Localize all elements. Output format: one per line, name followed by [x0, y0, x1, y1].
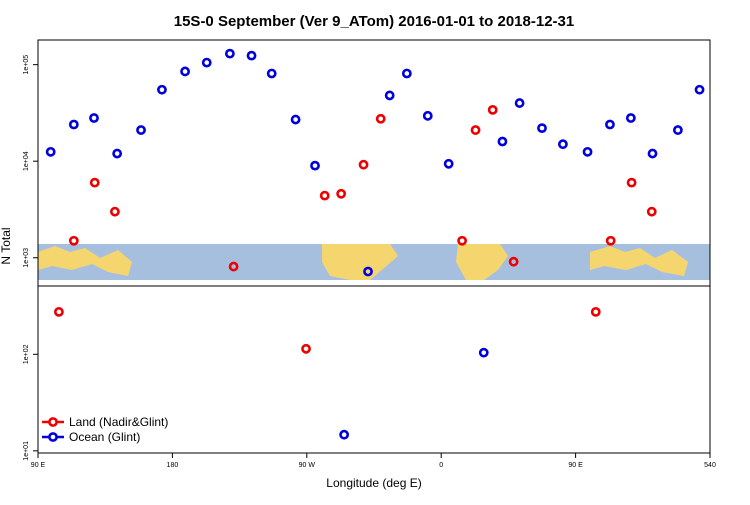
data-point [89, 113, 99, 123]
data-point [605, 119, 615, 130]
data-point [224, 48, 235, 59]
data-point [582, 146, 593, 157]
data-point [422, 110, 433, 121]
legend-marker [48, 432, 58, 442]
data-point [201, 57, 212, 68]
data-point [497, 136, 508, 147]
data-point [319, 190, 330, 201]
data-point [694, 84, 705, 95]
data-point [136, 125, 146, 135]
data-point [68, 119, 79, 130]
data-point [605, 235, 616, 246]
x-tick-label: 90 E [568, 462, 583, 469]
data-point [443, 158, 454, 169]
chart-title: 15S-0 September (Ver 9_ATom) 2016-01-01 … [174, 13, 574, 30]
data-point [228, 261, 239, 272]
data-point [508, 256, 519, 267]
data-point [301, 343, 311, 354]
y-tick-label: 1e+02 [23, 344, 30, 364]
data-point [537, 123, 547, 134]
x-tick-label: 0 [439, 462, 443, 469]
data-point [54, 306, 64, 317]
data-point [45, 146, 56, 157]
data-point [487, 104, 498, 115]
y-tick-label: 1e+03 [23, 248, 30, 268]
plot-frame [37, 39, 711, 454]
data-point [310, 160, 320, 171]
data-point [478, 347, 489, 358]
data-point [89, 177, 100, 188]
data-point [68, 235, 79, 246]
data-point [339, 429, 350, 440]
data-point [375, 113, 386, 124]
legend-label: Ocean (Glint) [69, 430, 140, 444]
data-point [363, 266, 373, 277]
data-point [470, 125, 481, 135]
data-point [336, 188, 347, 199]
data-point [401, 68, 412, 79]
y-tick-label: 1e+01 [23, 441, 30, 461]
data-point [646, 206, 657, 217]
data-point [625, 113, 636, 123]
data-point [457, 235, 468, 246]
y-tick-label: 1e+04 [23, 151, 30, 171]
data-point [180, 66, 190, 77]
data-point [626, 177, 637, 188]
y-axis-label: N Total [0, 227, 13, 264]
legend-marker [48, 417, 58, 427]
data-point [266, 68, 277, 79]
x-tick-label: 90 W [299, 462, 316, 469]
legend-label: Land (Nadir&Glint) [69, 415, 168, 429]
data-point [246, 50, 257, 61]
data-point [672, 125, 683, 135]
data-point [647, 148, 658, 159]
data-point [384, 90, 395, 101]
data-point [558, 139, 568, 150]
data-point [112, 148, 123, 159]
data-point [157, 84, 167, 95]
data-point [514, 98, 525, 108]
data-point [290, 114, 301, 125]
x-tick-label: 540 [704, 462, 716, 469]
x-tick-label: 180 [167, 462, 179, 469]
data-point [110, 206, 120, 217]
x-axis-label: Longitude (deg E) [326, 476, 421, 490]
data-point [358, 159, 369, 170]
x-tick-label: 90 E [31, 462, 46, 469]
map-strip [38, 244, 710, 280]
data-point [590, 306, 601, 317]
y-tick-label: 1e+05 [23, 55, 30, 75]
